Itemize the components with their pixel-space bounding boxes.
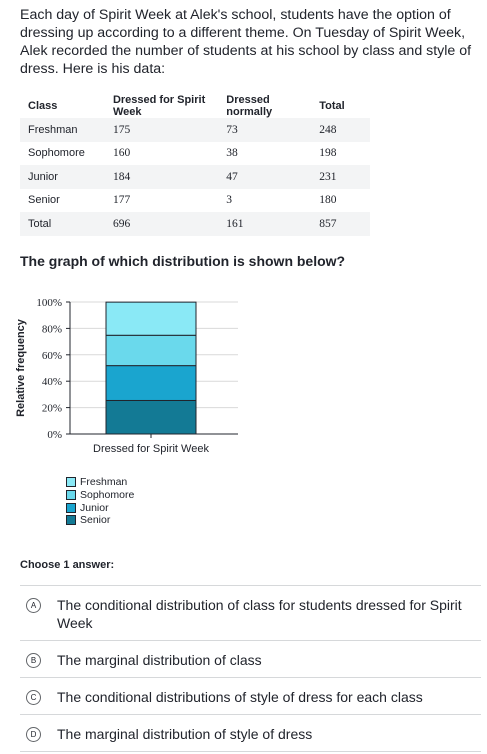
table-cell: 38 xyxy=(226,147,238,160)
table-header: Total xyxy=(319,100,345,112)
legend-swatch xyxy=(66,502,76,513)
legend-item: Sophomore xyxy=(66,489,134,502)
table-cell: Junior xyxy=(20,165,105,189)
legend-label: Junior xyxy=(80,501,109,514)
table-header: Dressed normally xyxy=(226,94,273,118)
legend-swatch xyxy=(66,515,76,526)
legend-item: Freshman xyxy=(66,476,134,489)
table-row: Senior 177 3 180 xyxy=(20,189,370,213)
choice-a[interactable]: A The conditional distribution of class … xyxy=(20,585,481,640)
table-cell: 231 xyxy=(311,165,370,189)
legend-item: Junior xyxy=(66,501,134,514)
choice-letter-d: D xyxy=(26,727,41,742)
table-cell: 177 xyxy=(112,194,131,207)
y-axis-label: Relative frequency xyxy=(15,318,27,417)
x-tick-label: Dressed for Spirit Week xyxy=(93,443,209,455)
table-cell: Sophomore xyxy=(28,147,85,160)
table-row: Total 696 161 857 xyxy=(20,212,370,236)
answer-choices: A The conditional distribution of class … xyxy=(20,585,481,752)
choice-c[interactable]: C The conditional distributions of style… xyxy=(20,677,481,714)
table-cell: Total xyxy=(20,212,105,236)
table-cell: 198 xyxy=(319,147,337,160)
table-cell: 248 xyxy=(311,118,370,142)
bar-segment xyxy=(105,365,197,401)
table-row: Sophomore 160 38 198 xyxy=(20,142,370,166)
table-cell: 857 xyxy=(311,212,370,236)
y-tick-label: 20% xyxy=(42,403,62,415)
table-cell: Freshman xyxy=(20,118,105,142)
table-row: Freshman 175 73 248 xyxy=(20,118,370,142)
bar-segment xyxy=(105,334,197,367)
choice-text-b: The marginal distribution of class xyxy=(57,652,262,668)
y-tick-label: 0% xyxy=(47,429,62,441)
y-tick-label: 80% xyxy=(42,323,62,335)
bar-segment xyxy=(105,301,197,336)
table-row: Junior 184 47 231 xyxy=(20,165,370,189)
table-cell: 47 xyxy=(218,165,312,189)
choice-text-c: The conditional distributions of style o… xyxy=(57,689,423,705)
choice-letter-a: A xyxy=(26,598,41,613)
choice-letter-b: B xyxy=(26,653,41,668)
table-cell: 160 xyxy=(112,147,131,160)
table-cell: 184 xyxy=(104,165,219,189)
legend-swatch xyxy=(66,477,76,488)
question-text: The graph of which distribution is shown… xyxy=(20,253,346,269)
bar-segment xyxy=(105,399,197,435)
table-cell: 696 xyxy=(104,212,219,236)
choice-text-d: The marginal distribution of style of dr… xyxy=(57,726,313,742)
table-cell: 175 xyxy=(104,118,219,142)
legend-label: Sophomore xyxy=(80,489,135,502)
table-cell: 3 xyxy=(226,194,233,207)
table-cell: 180 xyxy=(319,194,337,207)
y-tick-label: 100% xyxy=(36,297,62,309)
legend-label: Freshman xyxy=(80,476,128,489)
y-tick-label: 60% xyxy=(42,350,62,362)
legend-item: Senior xyxy=(66,514,134,527)
legend-label: Senior xyxy=(80,514,111,527)
choice-letter-c: C xyxy=(26,690,41,705)
choice-d[interactable]: D The marginal distribution of style of … xyxy=(20,714,481,752)
table-cell: 73 xyxy=(218,118,312,142)
chart-legend: Freshman Sophomore Junior Senior xyxy=(66,476,134,527)
y-tick-label: 40% xyxy=(42,376,62,388)
problem-intro: Each day of Spirit Week at Alek's school… xyxy=(20,7,472,77)
choice-b[interactable]: B The marginal distribution of class xyxy=(20,640,481,677)
table-header-row: Class Dressed for Spirit Week Dressed no… xyxy=(20,94,370,118)
choose-label: Choose 1 answer: xyxy=(20,559,115,571)
table-cell: 161 xyxy=(218,212,312,236)
stacked-bar-chart: 0% 20% 40% 60% 80% 100% Dressed for Spirit Wee… xyxy=(15,297,238,455)
table-header: Dressed for Spirit Week xyxy=(112,94,206,118)
choice-text-a: The conditional distribution of class fo… xyxy=(57,597,462,631)
legend-swatch xyxy=(66,490,76,501)
table-header: Class xyxy=(28,100,58,112)
table-cell: Senior xyxy=(28,194,60,207)
data-table: Class Dressed for Spirit Week Dressed no… xyxy=(20,94,370,236)
